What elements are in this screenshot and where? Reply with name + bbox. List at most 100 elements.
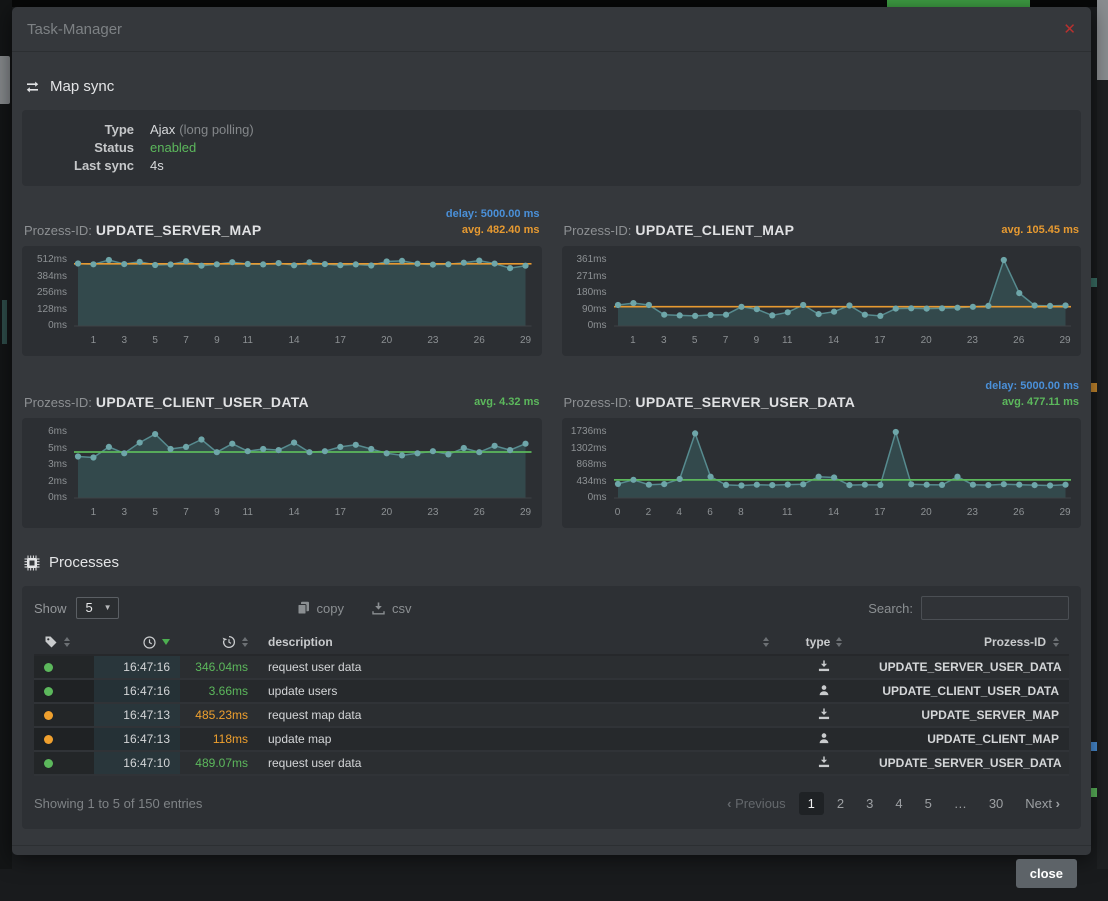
copy-icon bbox=[297, 601, 309, 615]
info-value: 4s bbox=[150, 158, 164, 173]
x-tick-label: 6 bbox=[707, 507, 713, 518]
sort-icon bbox=[242, 637, 248, 647]
pagination-page-3[interactable]: 3 bbox=[866, 796, 874, 811]
close-x-icon[interactable]: ✕ bbox=[1063, 20, 1076, 38]
search-input[interactable] bbox=[921, 596, 1069, 620]
chart-process-name: UPDATE_CLIENT_USER_DATA bbox=[95, 394, 309, 410]
sort-desc-icon bbox=[162, 639, 170, 645]
process-table-row[interactable]: 16:47:13 485.23ms request map data UPDAT… bbox=[34, 703, 1069, 727]
chart-plot-area bbox=[613, 427, 1071, 503]
csv-button[interactable]: csv bbox=[372, 601, 412, 616]
x-tick-label: 11 bbox=[242, 507, 253, 518]
chart-titlebar: Prozess-ID: UPDATE_SERVER_USER_DATA delay… bbox=[562, 372, 1082, 418]
column-header-process-id[interactable]: Prozess-ID bbox=[869, 630, 1069, 656]
chart-panel: 1736ms 1302ms 868ms 434ms 0ms 0 2 4 6 8 11 14 17 20 2… bbox=[561, 418, 1081, 528]
x-axis-labels: 1 3 5 7 9 11 14 17 20 23 26 29 bbox=[614, 331, 1072, 347]
info-value: Ajax (long polling) bbox=[150, 122, 254, 137]
process-description: update users bbox=[258, 679, 779, 703]
y-tick-label: 3ms bbox=[48, 459, 67, 470]
info-row-last-sync: Last sync 4s bbox=[22, 157, 1081, 175]
column-header-description[interactable]: description bbox=[258, 630, 779, 656]
scrollbar-thumb[interactable] bbox=[1097, 0, 1108, 80]
process-duration: 489.07ms bbox=[180, 751, 258, 775]
chart-stats: delay: 5000.00 ms avg. 482.40 ms bbox=[446, 206, 540, 238]
process-duration: 118ms bbox=[180, 727, 258, 751]
background-green-bar bbox=[887, 0, 1030, 7]
x-tick-label: 1 bbox=[90, 507, 97, 518]
page-scrollbar[interactable] bbox=[1097, 0, 1108, 869]
process-chart: Prozess-ID: UPDATE_SERVER_MAP delay: 5000… bbox=[22, 200, 542, 356]
pagination-page-…[interactable]: … bbox=[953, 796, 967, 811]
process-table-row[interactable]: 16:47:16 3.66ms update users UPDATE_CLIE… bbox=[34, 679, 1069, 703]
y-tick-label: 0ms bbox=[587, 492, 607, 503]
process-table-row[interactable]: 16:47:10 489.07ms request user data UPDA… bbox=[34, 751, 1069, 775]
info-note: (long polling) bbox=[179, 122, 254, 137]
chip-icon bbox=[24, 555, 40, 570]
sort-icon bbox=[1053, 637, 1059, 647]
process-time: 16:47:13 bbox=[94, 703, 180, 727]
close-button[interactable]: close bbox=[1015, 859, 1077, 888]
x-tick-label: 23 bbox=[427, 507, 439, 518]
chart-titlebar: Prozess-ID: UPDATE_CLIENT_USER_DATA avg. … bbox=[22, 372, 542, 418]
process-time: 16:47:10 bbox=[94, 751, 180, 775]
x-tick-label: 29 bbox=[1059, 335, 1071, 346]
chart-stats: avg. 4.32 ms bbox=[474, 394, 539, 410]
pagination-page-2[interactable]: 2 bbox=[836, 796, 845, 811]
copy-button[interactable]: copy bbox=[297, 601, 344, 616]
x-tick-label: 17 bbox=[874, 507, 886, 518]
column-header-time[interactable] bbox=[94, 630, 180, 656]
x-tick-label: 20 bbox=[381, 335, 393, 346]
show-label: Show bbox=[34, 600, 67, 616]
pagination-page-5[interactable]: 5 bbox=[924, 796, 932, 811]
background-left-strip bbox=[0, 0, 12, 869]
modal-footer: close bbox=[12, 845, 1091, 901]
process-chart: Prozess-ID: UPDATE_CLIENT_MAP avg. 105.45… bbox=[561, 200, 1081, 356]
process-table-row[interactable]: 16:47:16 346.04ms request user data UPDA… bbox=[34, 655, 1069, 679]
y-tick-label: 434ms bbox=[576, 475, 607, 487]
pagination: ‹ Previous 1 2 3 4 5 … 30 Next › bbox=[718, 792, 1069, 815]
column-header-duration[interactable] bbox=[180, 630, 258, 656]
server-download-icon bbox=[818, 707, 830, 723]
process-time: 16:47:16 bbox=[94, 679, 180, 703]
x-tick-label: 20 bbox=[381, 507, 393, 518]
x-tick-label: 9 bbox=[214, 507, 220, 518]
chart-panel: 361ms 271ms 180ms 90ms 0ms 1 3 5 7 9 11 14 17 20 23 26… bbox=[561, 246, 1081, 356]
y-axis-labels: 6ms 5ms 3ms 2ms 0ms bbox=[28, 427, 74, 503]
column-header-status[interactable] bbox=[34, 630, 94, 656]
x-tick-label: 11 bbox=[782, 335, 793, 346]
y-tick-label: 6ms bbox=[48, 426, 67, 437]
y-tick-label: 512ms bbox=[36, 254, 67, 265]
show-entries-control: Show 5 bbox=[34, 597, 119, 619]
process-id-value: UPDATE_SERVER_MAP bbox=[869, 703, 1069, 727]
chart-process-name: UPDATE_SERVER_USER_DATA bbox=[635, 394, 856, 410]
chart-panel: 512ms 384ms 256ms 128ms 0ms 1 3 5 7 9 11 14 17 20 23 2… bbox=[22, 246, 542, 356]
avg-stat: avg. 477.11 ms bbox=[1001, 396, 1079, 408]
chart-stats: avg. 105.45 ms bbox=[1001, 222, 1079, 238]
process-time: 16:47:13 bbox=[94, 727, 180, 751]
pagination-previous[interactable]: ‹ Previous bbox=[727, 796, 786, 811]
x-axis-labels: 1 3 5 7 9 11 14 17 20 23 26 29 bbox=[74, 331, 532, 347]
map-sync-heading: Map sync bbox=[24, 78, 1079, 95]
process-table-row[interactable]: 16:47:13 118ms update map UPDATE_CLIENT_… bbox=[34, 727, 1069, 751]
x-tick-label: 3 bbox=[121, 335, 128, 346]
x-axis-labels: 0 2 4 6 8 11 14 17 20 23 26 29 bbox=[614, 503, 1072, 519]
x-tick-label: 0 bbox=[614, 507, 621, 518]
pagination-page-4[interactable]: 4 bbox=[895, 796, 903, 811]
column-header-type[interactable]: type bbox=[779, 630, 869, 656]
chart-process-name: UPDATE_CLIENT_MAP bbox=[635, 222, 795, 238]
x-tick-label: 26 bbox=[1013, 507, 1025, 518]
x-tick-label: 29 bbox=[1059, 507, 1071, 518]
pagination-next[interactable]: Next › bbox=[1025, 796, 1060, 811]
y-tick-label: 90ms bbox=[582, 303, 607, 315]
pagination-page-30[interactable]: 30 bbox=[988, 796, 1004, 811]
x-tick-label: 11 bbox=[242, 335, 253, 346]
sort-icon bbox=[64, 637, 70, 647]
background-right-strip bbox=[1091, 7, 1097, 869]
process-description: request user data bbox=[258, 751, 779, 775]
chart-plot-area bbox=[74, 427, 532, 503]
x-tick-label: 26 bbox=[473, 507, 485, 518]
info-label: Status bbox=[94, 140, 134, 155]
process-id-value: UPDATE_CLIENT_MAP bbox=[869, 727, 1069, 751]
pagination-page-1[interactable]: 1 bbox=[798, 792, 824, 815]
page-length-select[interactable]: 5 bbox=[75, 597, 119, 619]
